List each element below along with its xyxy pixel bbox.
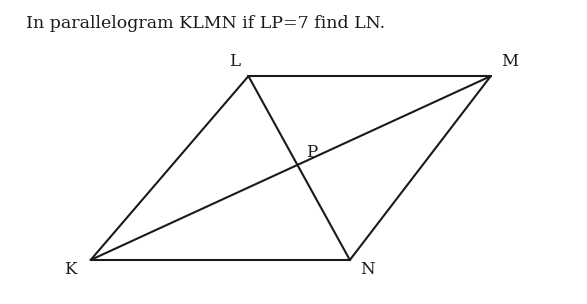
Text: P: P	[306, 144, 318, 161]
Text: L: L	[229, 53, 240, 70]
Text: In parallelogram KLMN if LP=7 find LN.: In parallelogram KLMN if LP=7 find LN.	[26, 15, 385, 32]
Text: K: K	[64, 261, 76, 278]
Text: N: N	[360, 261, 375, 278]
Text: M: M	[501, 53, 518, 70]
